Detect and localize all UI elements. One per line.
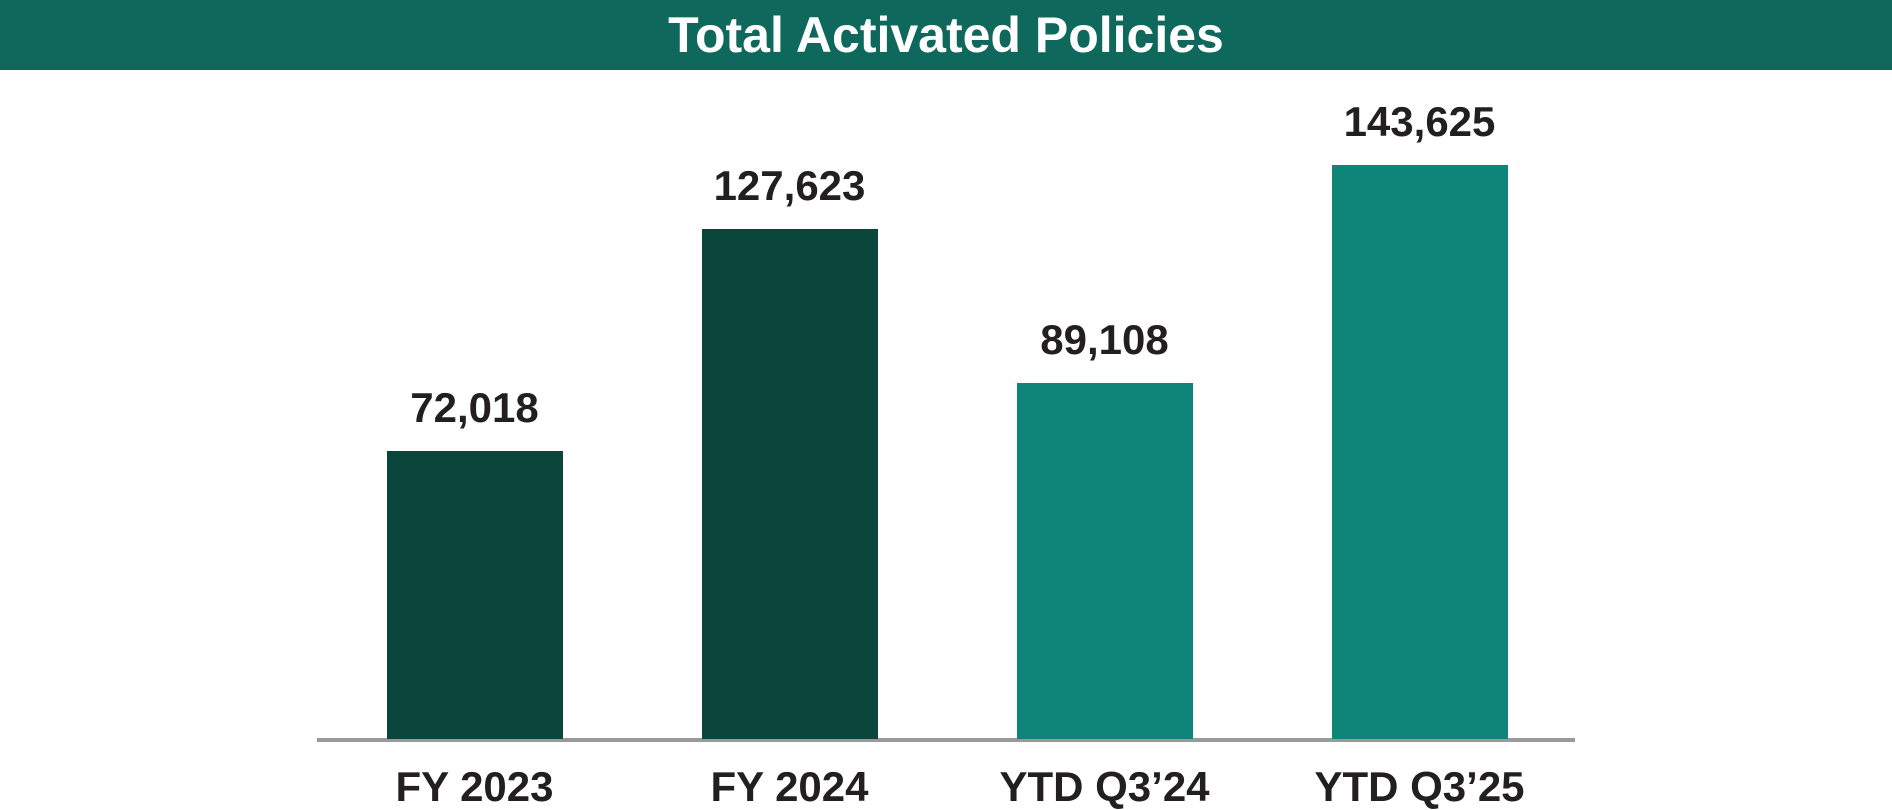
bar-value-label: 127,623 [713,162,866,209]
chart-title-bar: Total Activated Policies [0,0,1892,70]
bar-value-label: 143,625 [1343,98,1496,145]
x-axis-line [317,738,1575,742]
bar [1016,383,1193,739]
chart-area: 72,018 FY 2023 127,623 FY 2024 89,108 YTD Q3’… [0,70,1892,810]
x-axis-label: YTD Q3’25 [1314,763,1525,810]
chart-title: Total Activated Policies [668,7,1224,63]
bar [701,229,878,739]
x-axis-label: YTD Q3’24 [999,763,1210,810]
bar-value-label: 72,018 [410,384,539,431]
bar [1331,165,1508,739]
x-axis-label: FY 2024 [710,763,869,810]
bar-value-label: 89,108 [1040,316,1169,363]
bar-group: 143,625 [1270,70,1570,739]
bar [386,451,563,739]
bar-group: 127,623 [640,70,940,739]
bar-group: 72,018 [325,70,625,739]
bar-group: 89,108 [955,70,1255,739]
x-axis-label: FY 2023 [395,763,554,810]
